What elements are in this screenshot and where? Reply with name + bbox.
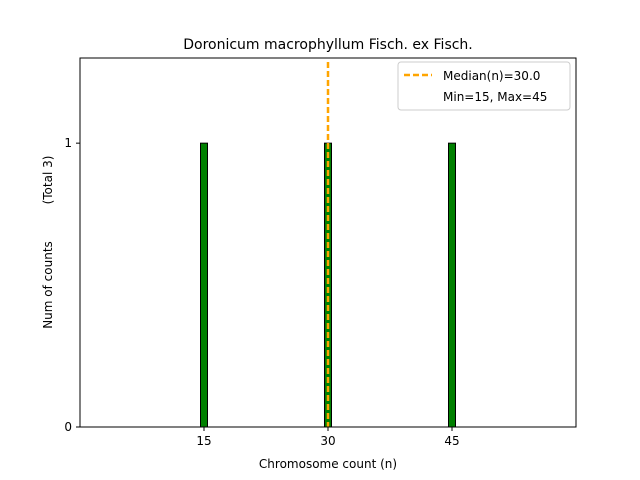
legend-minmax-label: Min=15, Max=45 (443, 90, 547, 104)
bar-45 (448, 142, 456, 428)
chart-title: Doronicum macrophyllum Fisch. ex Fisch. (183, 37, 473, 53)
x-tick-label-15: 15 (196, 434, 211, 448)
legend-median-label: Median(n)=30.0 (443, 69, 540, 83)
x-axis-ticks: 15 30 45 (196, 427, 460, 448)
bar-30 (324, 142, 332, 428)
legend: Median(n)=30.0 Min=15, Max=45 (397, 61, 571, 111)
y-tick-label-0: 0 (64, 420, 72, 434)
y-axis-total-note: (Total 3) (41, 156, 55, 205)
bar-15 (200, 142, 208, 428)
x-tick-label-30: 30 (320, 434, 335, 448)
y-axis-ticks: 01 (64, 136, 80, 434)
x-tick-label-45: 45 (444, 434, 459, 448)
x-axis-label: Chromosome count (n) (259, 457, 397, 471)
y-tick-label-1: 1 (64, 136, 72, 150)
legend-frame (397, 61, 571, 111)
y-axis-label: Num of counts (41, 241, 55, 329)
